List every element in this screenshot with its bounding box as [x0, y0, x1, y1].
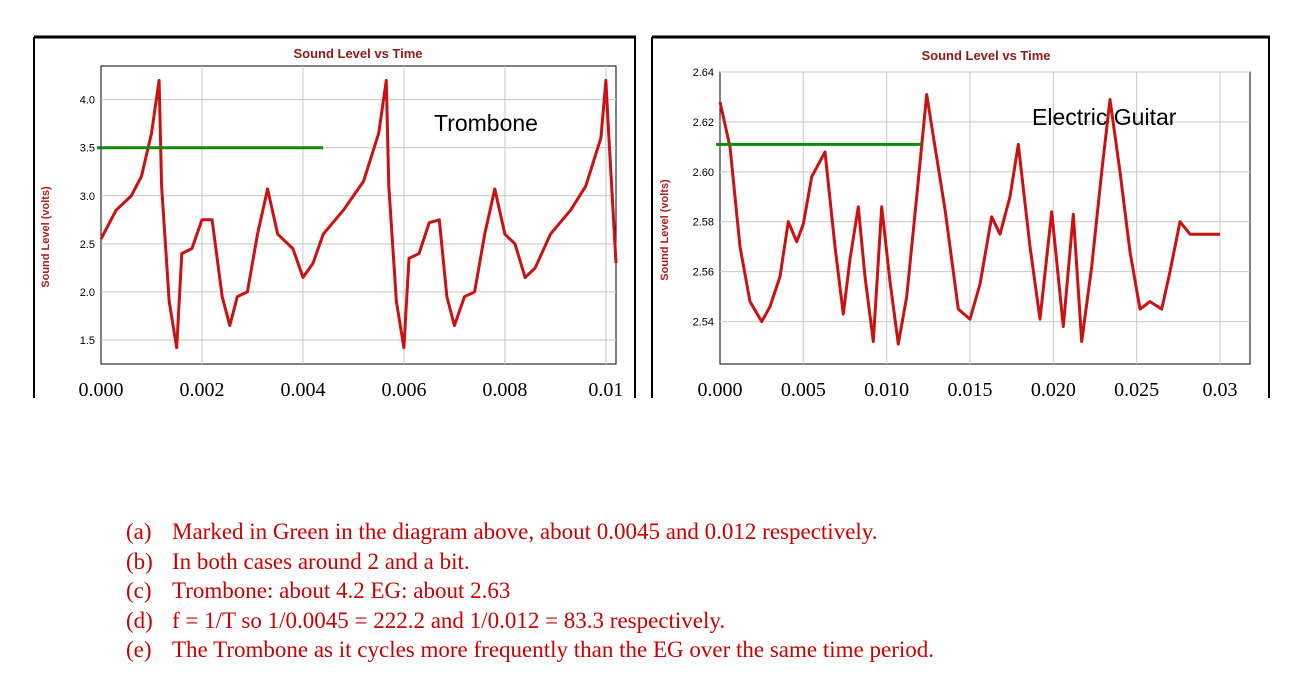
y-tick-label: 2.62 — [693, 117, 714, 129]
x-tick-label: 0.000 — [698, 379, 743, 401]
x-tick-label: 0.008 — [482, 379, 527, 401]
trombone-chart-svg: 1.52.02.53.03.54.0 0.000 0.002 0.004 0.006 0… — [33, 35, 636, 401]
x-tick-label: 0.01 — [588, 379, 623, 401]
y-tick-label: 2.5 — [80, 239, 95, 251]
answer-item: (d) f = 1/T so 1/0.0045 = 222.2 and 1/0.0… — [126, 606, 934, 636]
grid-lines — [101, 66, 616, 364]
guitar-chart-svg: 2.54 2.56 2.58 2.60 2.62 2.64 0.000 0.005 0.010… — [651, 35, 1270, 401]
y-tick-label: 3.5 — [80, 143, 95, 155]
answer-item: (a) Marked in Green in the diagram above,… — [126, 517, 934, 547]
x-tick-label: 0.002 — [179, 379, 224, 401]
plot-area — [719, 71, 1251, 365]
answer-label: (e) — [126, 637, 152, 662]
y-tick-label: 2.56 — [693, 267, 714, 279]
answer-text: In both cases around 2 and a bit. — [172, 548, 470, 574]
y-tick-labels: 1.5 2.0 2.5 3.0 3.5 4.0 — [80, 95, 95, 347]
x-tick-label: 0.004 — [280, 379, 325, 401]
y-tick-label: 2.64 — [693, 67, 714, 79]
instrument-annotation: Electric Guitar — [1032, 104, 1177, 130]
answer-text: f = 1/T so 1/0.0045 = 222.2 and 1/0.012 … — [172, 607, 726, 633]
plot-area — [100, 65, 617, 365]
y-tick-label: 2.60 — [693, 167, 714, 179]
y-tick-labels: 2.54 2.56 2.58 2.60 2.62 2.64 — [693, 67, 714, 329]
y-tick-label: 4.0 — [80, 95, 95, 107]
x-tick-label: 0.005 — [781, 379, 826, 401]
x-tick-label: 0.015 — [948, 379, 993, 401]
x-tick-label: 0.006 — [381, 379, 426, 401]
answer-text: The Trombone as it cycles more frequentl… — [172, 637, 934, 662]
guitar-chart: 2.54 2.56 2.58 2.60 2.62 2.64 0.000 0.005 0.010… — [645, 0, 1292, 420]
y-tick-label: 2.54 — [693, 317, 714, 329]
x-tick-label: 0.000 — [79, 379, 124, 401]
grid-lines — [720, 71, 1250, 364]
answer-label: (b) — [126, 548, 153, 574]
y-tick-label: 2.58 — [693, 217, 714, 229]
x-tick-labels: 0.000 0.005 0.010 0.015 0.020 0.025 0.03 — [698, 379, 1238, 401]
chart-title: Sound Level vs Time — [921, 48, 1050, 63]
chart-title: Sound Level vs Time — [293, 46, 422, 61]
y-axis-label: Sound Level (volts) — [659, 179, 671, 281]
answer-item: (e) The Trombone as it cycles more freque… — [126, 635, 934, 665]
trombone-chart: 1.5 2.0 2.5 3.0 3.5 4.0 0.000 0.002 0.004 0.006 0… — [0, 0, 650, 420]
x-tick-label: 0.010 — [864, 379, 909, 401]
y-tick-label: 2.0 — [80, 287, 95, 299]
answer-text: Trombone: about 4.2 EG: about 2.63 — [172, 578, 511, 603]
y-tick-label: 3.0 — [80, 191, 95, 203]
answers-list: (a) Marked in Green in the diagram above,… — [126, 517, 934, 665]
answer-label: (d) — [126, 607, 153, 633]
y-tick-label: 1.5 — [80, 335, 95, 347]
answer-label: (a) — [126, 519, 152, 544]
x-tick-label: 0.020 — [1031, 379, 1076, 401]
answer-item: (b) In both cases around 2 and a bit. — [126, 547, 934, 577]
answer-text: Marked in Green in the diagram above, ab… — [172, 519, 878, 544]
answer-item: (c) Trombone: about 4.2 EG: about 2.63 — [126, 576, 934, 606]
x-tick-labels: 0.000 0.002 0.004 0.006 0.008 0.01 — [79, 379, 624, 401]
y-axis-label: Sound Level (volts) — [40, 186, 52, 288]
trombone-waveform — [99, 78, 618, 350]
x-tick-label: 0.025 — [1114, 379, 1159, 401]
guitar-waveform — [718, 93, 1220, 346]
x-tick-label: 0.03 — [1203, 379, 1238, 401]
instrument-annotation: Trombone — [434, 110, 538, 136]
answer-label: (c) — [126, 578, 152, 603]
